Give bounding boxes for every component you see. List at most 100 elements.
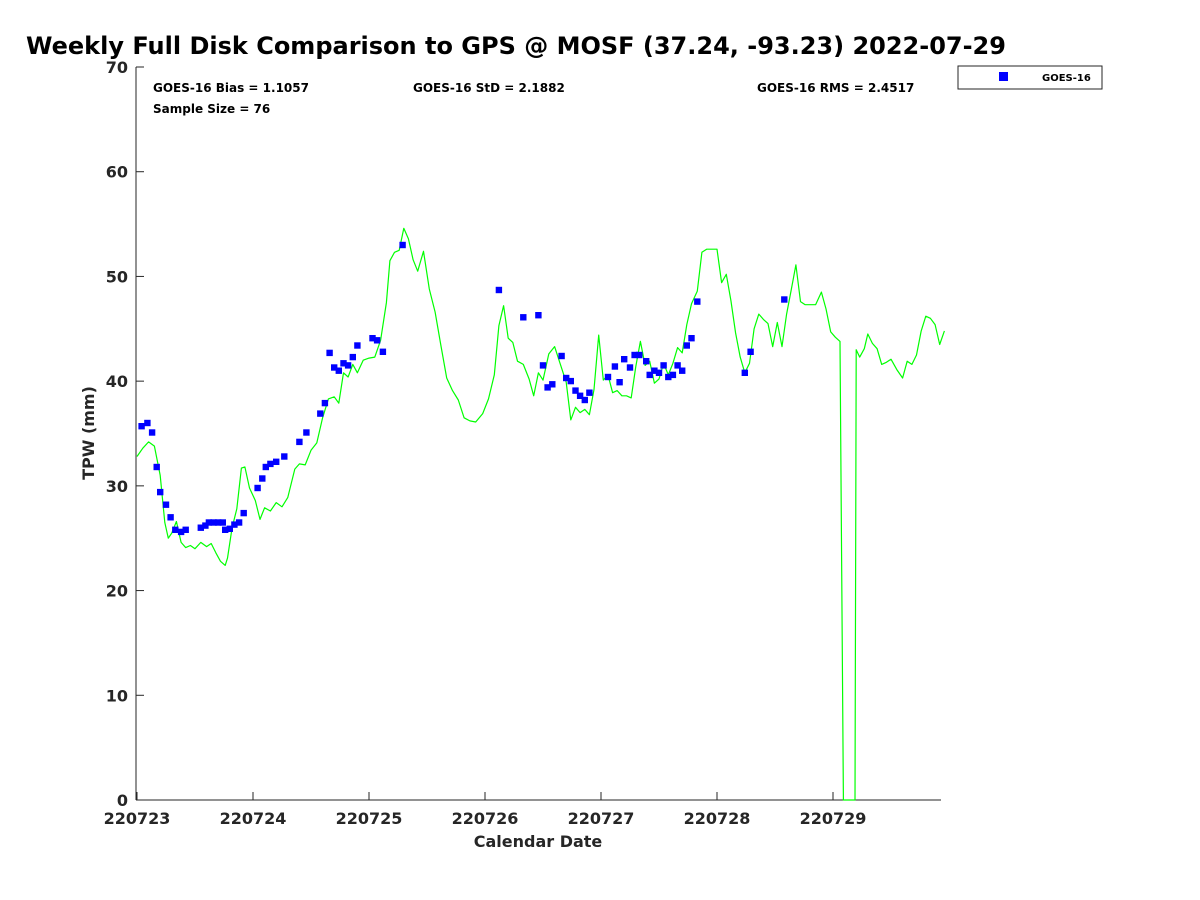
- y-tick-label: 70: [106, 58, 128, 77]
- y-tick-label: 20: [106, 582, 128, 601]
- goes16-point: [694, 298, 701, 305]
- y-tick-label: 50: [106, 267, 128, 286]
- goes16-point: [202, 522, 209, 529]
- goes16-point: [781, 296, 788, 303]
- goes16-point: [331, 364, 338, 371]
- goes16-point: [177, 528, 185, 536]
- goes16-point: [205, 519, 213, 526]
- gps-line-series: [136, 227, 945, 801]
- goes16-point: [539, 362, 547, 369]
- goes16-point: [148, 429, 156, 436]
- goes16-point: [326, 349, 333, 357]
- chart-title: Weekly Full Disk Comparison to GPS @ MOS…: [26, 32, 1006, 60]
- goes16-point: [535, 312, 542, 319]
- std-stat: GOES-16 StD = 2.1882: [413, 81, 565, 95]
- goes16-point: [172, 526, 179, 533]
- goes16-point: [210, 519, 217, 526]
- y-tick-label: 60: [106, 163, 128, 182]
- goes16-point: [581, 396, 588, 404]
- goes16-point: [157, 488, 164, 496]
- goes16-point: [586, 389, 593, 396]
- goes16-point: [379, 348, 387, 355]
- goes16-point: [643, 358, 650, 365]
- legend-box: [957, 65, 1103, 90]
- goes16-point: [688, 335, 695, 342]
- plot-area: [136, 67, 941, 800]
- goes16-point: [349, 353, 356, 361]
- goes16-point: [655, 369, 663, 376]
- goes16-point: [138, 423, 145, 430]
- goes16-point: [262, 463, 269, 471]
- goes16-point: [631, 351, 638, 359]
- goes16-point: [273, 458, 280, 465]
- goes16-point: [321, 399, 329, 407]
- goes16-point: [373, 337, 381, 344]
- goes16-point: [197, 524, 204, 531]
- bias-stat: GOES-16 Bias = 1.1057: [153, 81, 309, 95]
- goes16-point: [226, 525, 233, 532]
- goes16-point: [611, 363, 619, 370]
- x-tick-label: 220724: [220, 809, 287, 828]
- goes16-point: [669, 371, 677, 379]
- legend: GOES-16: [957, 65, 1103, 90]
- x-tick-label: 220726: [452, 809, 519, 828]
- goes16-point: [572, 387, 579, 394]
- goes16-point: [495, 286, 503, 294]
- goes16-point: [215, 519, 222, 526]
- goes16-point: [646, 371, 653, 379]
- legend-label-goes16: GOES-16: [1042, 73, 1091, 84]
- goes16-point: [604, 373, 612, 381]
- goes16-point: [267, 460, 274, 468]
- goes16-point: [549, 381, 556, 388]
- x-axis-label: Calendar Date: [474, 832, 603, 851]
- goes16-point: [660, 362, 667, 369]
- goes16-point: [558, 352, 565, 360]
- goes16-point: [182, 526, 189, 533]
- sample-size-stat: Sample Size = 76: [153, 102, 270, 116]
- goes16-point: [567, 377, 574, 385]
- goes16-point: [747, 348, 754, 355]
- goes16-point: [621, 356, 628, 363]
- x-tick-label: 220727: [568, 809, 635, 828]
- legend-marker-goes16: [999, 72, 1008, 81]
- goes16-point: [741, 369, 748, 376]
- goes16-point: [563, 374, 570, 382]
- goes16-point: [626, 364, 634, 371]
- goes16-point: [674, 362, 681, 369]
- y-tick-label: 0: [117, 791, 128, 810]
- goes16-point: [679, 367, 686, 374]
- y-axis-ticks: 0 10 20 30 40 50 60 70: [106, 58, 144, 810]
- goes16-point: [231, 521, 238, 528]
- x-tick-label: 220729: [800, 809, 867, 828]
- goes16-point: [317, 410, 324, 417]
- goes16-point: [219, 519, 226, 526]
- y-axis-label: TPW (mm): [79, 386, 98, 480]
- goes16-point: [254, 484, 261, 492]
- goes16-point: [544, 384, 551, 391]
- goes16-point: [144, 419, 151, 427]
- y-tick-label: 30: [106, 477, 128, 496]
- goes16-point: [683, 342, 690, 349]
- rms-stat: GOES-16 RMS = 2.4517: [757, 81, 914, 95]
- goes16-point: [167, 514, 174, 521]
- x-tick-label: 220728: [684, 809, 751, 828]
- goes16-point: [153, 463, 160, 471]
- gps-line: [136, 227, 945, 801]
- x-axis-ticks: 220723 220724 220725 220726 220727 220728 2207…: [104, 792, 867, 828]
- goes16-point: [162, 501, 170, 508]
- goes16-point: [399, 241, 406, 249]
- goes16-point: [651, 367, 658, 374]
- y-tick-label: 40: [106, 372, 128, 391]
- goes16-point: [296, 438, 303, 446]
- goes16-point: [259, 475, 266, 482]
- goes16-scatter-series: [138, 241, 788, 536]
- goes16-point: [344, 362, 352, 369]
- goes16-point: [335, 367, 342, 374]
- goes16-point: [235, 519, 243, 526]
- goes16-point: [636, 351, 643, 359]
- x-tick-label: 220723: [104, 809, 171, 828]
- goes16-point: [616, 379, 623, 386]
- goes16-point: [222, 526, 229, 533]
